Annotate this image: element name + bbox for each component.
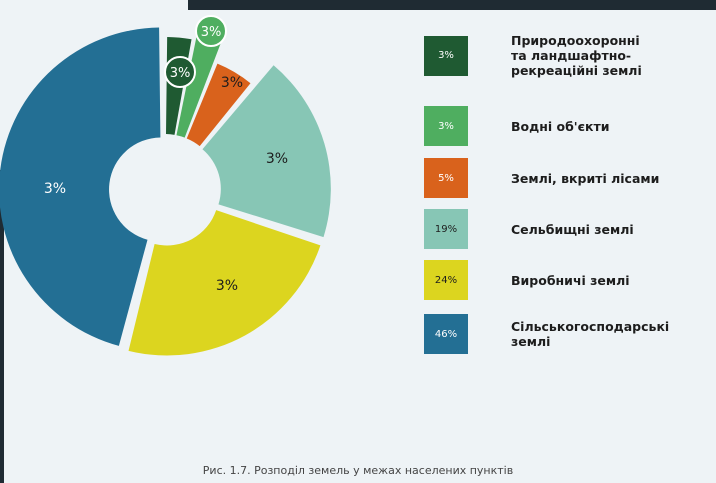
figure-caption: Рис. 1.7. Розподіл земель у межах населе… (0, 464, 716, 477)
legend-label: Сельбищні землі (511, 222, 711, 237)
legend-label-line: рекреаційні землі (511, 63, 711, 78)
donut-slice-6 (0, 28, 160, 346)
legend-label: Сільськогосподарські землі (511, 319, 711, 349)
slice-label-6: 3% (44, 181, 66, 197)
legend-swatch: 19% (424, 209, 468, 249)
legend-swatch: 5% (424, 158, 468, 198)
legend-label: Природоохоронні та ландшафтно-рекреаційні… (511, 33, 711, 78)
slice-label-2: 3% (201, 25, 222, 40)
legend-swatch: 24% (424, 260, 468, 300)
legend-label-line: Виробничі землі (511, 273, 711, 288)
legend-item: 46% Сільськогосподарські землі (424, 314, 711, 354)
legend-item: 5% Землі, вкриті лісами (424, 158, 711, 198)
legend-item: 19% Сельбищні землі (424, 209, 711, 249)
legend-label-line: Землі, вкриті лісами (511, 171, 711, 186)
legend-swatch: 46% (424, 314, 468, 354)
legend-item: 3% Водні об'єкти (424, 106, 711, 146)
slice-label-3: 3% (221, 75, 243, 91)
legend-swatch: 3% (424, 36, 468, 76)
slice-label-1: 3% (170, 66, 191, 81)
legend-label: Водні об'єкти (511, 119, 711, 134)
legend-label-line: та ландшафтно- (511, 48, 711, 63)
legend-label-line: землі (511, 334, 711, 349)
legend-label: Землі, вкриті лісами (511, 171, 711, 186)
legend-swatch: 3% (424, 106, 468, 146)
legend-label-line: Природоохоронні (511, 33, 711, 48)
slice-label-4: 3% (266, 151, 288, 167)
legend-label: Виробничі землі (511, 273, 711, 288)
legend-item: 24% Виробничі землі (424, 260, 711, 300)
legend-item: 3% Природоохоронні та ландшафтно-рекреацій… (424, 33, 711, 78)
legend-label-line: Сельбищні землі (511, 222, 711, 237)
legend-label-line: Сільськогосподарські (511, 319, 711, 334)
legend-label-line: Водні об'єкти (511, 119, 711, 134)
slice-label-5: 3% (216, 278, 238, 294)
